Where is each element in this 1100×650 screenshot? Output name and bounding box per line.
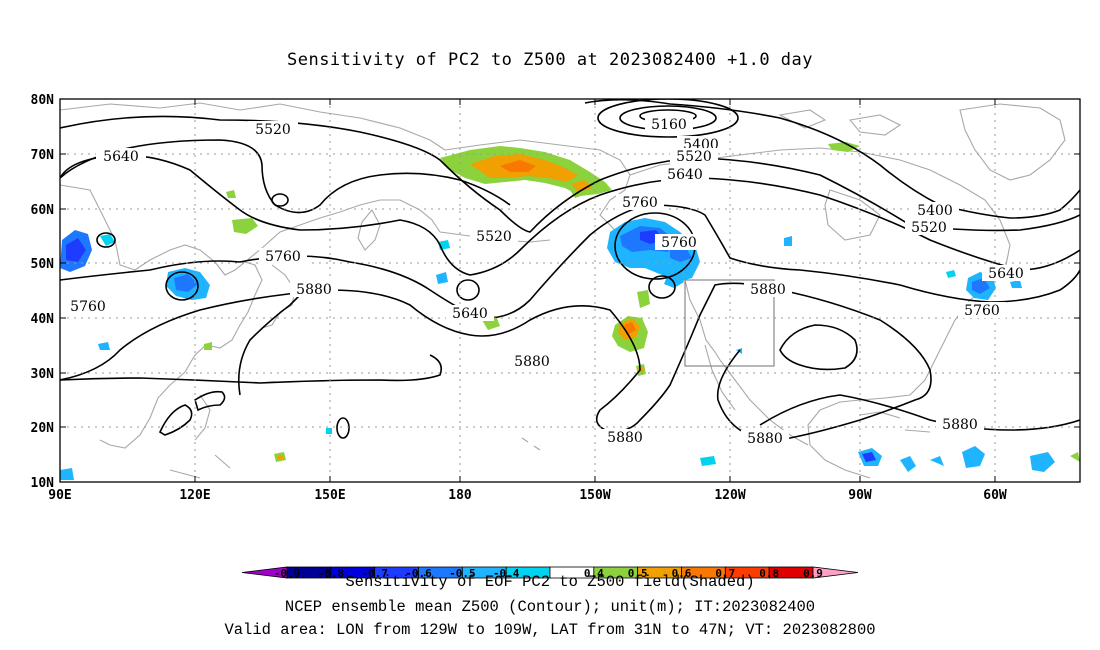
contour-label-5760-e: 5760 — [958, 302, 1006, 319]
contour-label-5760-a: 5760 — [616, 194, 664, 211]
svg-text:5880: 5880 — [750, 282, 786, 298]
contour-label-5760-b: 5760 — [655, 234, 703, 251]
svg-text:5760: 5760 — [661, 235, 697, 251]
coastlines — [60, 102, 1066, 479]
contour-label-5760-d: 5760 — [64, 298, 112, 315]
lon-label: 90W — [848, 488, 872, 503]
svg-text:5400: 5400 — [917, 203, 953, 219]
colorbar-label: -0.7 — [361, 567, 388, 580]
latitude-labels: 80N 70N 60N 50N 40N 30N 20N 10N — [31, 93, 55, 491]
svg-text:5640: 5640 — [988, 266, 1024, 282]
lat-label: 60N — [31, 203, 55, 218]
lat-label: 30N — [31, 367, 55, 382]
contour-label-5880-e: 5880 — [741, 430, 789, 447]
svg-text:5160: 5160 — [651, 117, 687, 133]
contour-label-5400-b: 5400 — [911, 202, 959, 219]
svg-text:5760: 5760 — [70, 299, 106, 315]
contour-label-5640-c: 5640 — [982, 265, 1030, 282]
lat-label: 50N — [31, 257, 55, 272]
note-contour: NCEP ensemble mean Z500 (Contour); unit(… — [284, 598, 816, 616]
colorbar-label: -0.6 — [405, 567, 432, 580]
svg-text:5640: 5640 — [103, 149, 139, 165]
contour-label-5640-a: 5640 — [96, 148, 146, 165]
svg-text:5880: 5880 — [607, 430, 643, 446]
svg-text:5640: 5640 — [667, 167, 703, 183]
lon-label: 120W — [714, 488, 745, 503]
colorbar-label: 0.9 — [803, 567, 823, 580]
svg-text:5520: 5520 — [676, 149, 712, 165]
lat-label: 80N — [31, 93, 55, 108]
valid-area-box — [684, 279, 775, 367]
contour-label-5640-d: 5640 — [446, 305, 494, 322]
svg-text:5640: 5640 — [452, 306, 488, 322]
colorbar-label: 0.7 — [715, 567, 735, 580]
lon-label: 60W — [983, 488, 1007, 503]
contour-label-5640-b: 5640 — [661, 166, 709, 183]
contour-label-5880-c: 5880 — [508, 353, 556, 370]
map-area — [60, 99, 1080, 482]
longitude-labels: 90E 120E 150E 180 150W 120W 90W 60W — [48, 488, 1007, 503]
svg-text:5520: 5520 — [476, 229, 512, 245]
svg-text:5760: 5760 — [964, 303, 1000, 319]
contour-label-5160: 5160 — [645, 116, 693, 133]
contour-label-5880-a: 5880 — [744, 281, 792, 298]
lat-label: 70N — [31, 148, 55, 163]
lat-label: 20N — [31, 421, 55, 436]
svg-text:5880: 5880 — [296, 282, 332, 298]
lon-label: 90E — [48, 488, 71, 503]
gridlines — [60, 99, 1080, 482]
lon-label: 180 — [448, 488, 472, 503]
colorbar-label: 0.4 — [584, 567, 604, 580]
svg-text:5880: 5880 — [942, 417, 978, 433]
lat-label: 40N — [31, 312, 55, 327]
colorbar-label: -0.9 — [274, 567, 301, 580]
lon-label: 120E — [179, 488, 210, 503]
contour-label-5520-d: 5520 — [470, 228, 518, 245]
colorbar-label: -0.5 — [449, 567, 476, 580]
map-frame — [59, 98, 1081, 483]
contour-label-5760-c: 5760 — [259, 248, 307, 265]
contour-label-5880-b: 5880 — [290, 281, 338, 298]
colorbar-label: -0.4 — [493, 567, 520, 580]
svg-text:5760: 5760 — [265, 249, 301, 265]
contour-label-5520-b: 5520 — [670, 148, 718, 165]
contour-label-5880-f: 5880 — [936, 416, 984, 433]
note-valid-area: Valid area: LON from 129W to 109W, LAT f… — [224, 621, 876, 639]
svg-text:5880: 5880 — [514, 354, 550, 370]
colorbar: -0.9 -0.8 -0.7 -0.6 -0.5 -0.4 0.4 0.5 0.6 0.7 0.8 0… — [241, 566, 859, 580]
svg-text:5760: 5760 — [622, 195, 658, 211]
svg-text:5520: 5520 — [911, 220, 947, 236]
lat-label: 10N — [31, 476, 55, 491]
svg-text:5520: 5520 — [255, 122, 291, 138]
colorbar-label: 0.5 — [628, 567, 648, 580]
colorbar-label: 0.6 — [672, 567, 692, 580]
svg-text:5880: 5880 — [747, 431, 783, 447]
note-shading: Sensitivity of EOF PC2 to Z500 field(Sha… — [345, 573, 755, 591]
axis-ticks — [60, 98, 1080, 483]
colorbar-label: -0.8 — [318, 567, 345, 580]
plot-title: Sensitivity of PC2 to Z500 at 2023082400… — [286, 50, 813, 70]
contour-label-5520-c: 5520 — [905, 219, 953, 236]
contour-label-5880-d: 5880 — [601, 429, 649, 446]
colorbar-max-triangle — [812, 566, 859, 579]
colorbar-label: 0.8 — [759, 567, 779, 580]
contour-label-5520-a: 5520 — [248, 121, 298, 138]
lon-label: 150E — [314, 488, 345, 503]
contour-labels: 5520 5640 5160 5400 5520 5640 5760 5400 … — [64, 116, 1030, 447]
lon-label: 150W — [579, 488, 610, 503]
